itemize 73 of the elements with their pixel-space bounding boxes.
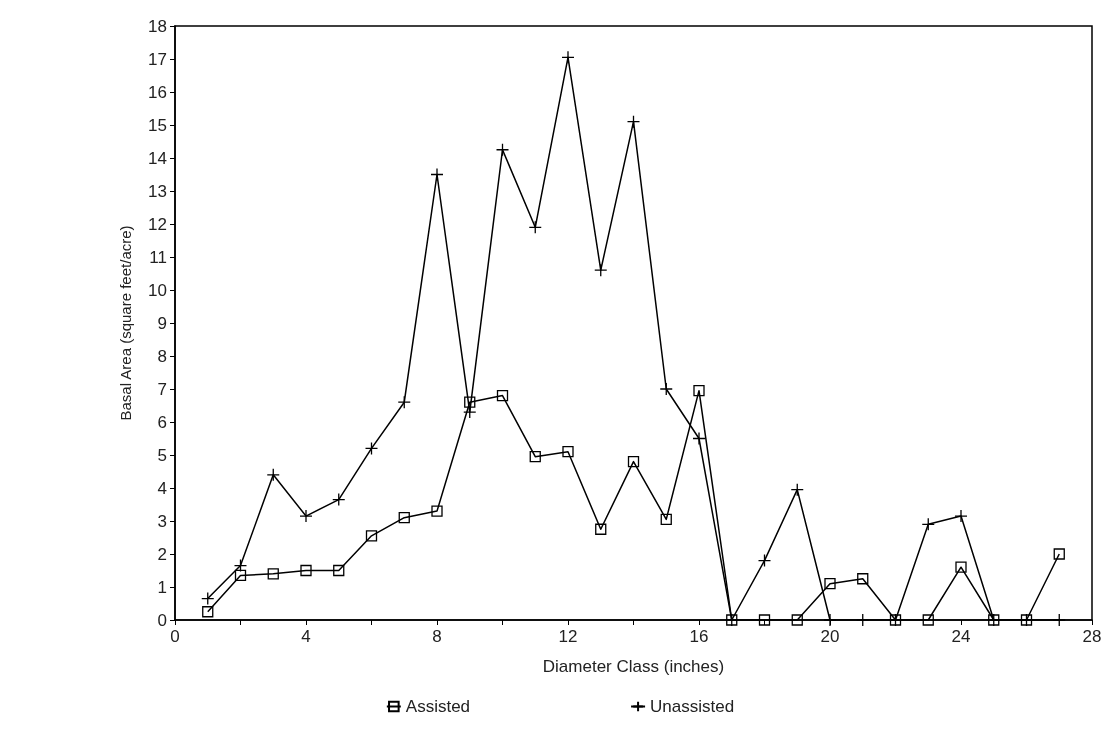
point: [332, 492, 346, 507]
y-tick-label: 17: [148, 49, 167, 69]
point: [365, 530, 378, 542]
x-tick-label: 16: [689, 627, 709, 646]
y-tick-label: 4: [157, 478, 167, 498]
y-tick-label: 11: [149, 247, 167, 267]
point: [660, 513, 672, 525]
y-tick-label: 2: [157, 544, 167, 564]
point: [364, 441, 379, 456]
point: [398, 512, 410, 524]
point: [561, 50, 575, 64]
y-tick-label: 13: [148, 181, 167, 201]
point: [562, 446, 574, 458]
point: [595, 523, 607, 535]
point: [430, 167, 444, 182]
x-tick-label: 4: [301, 627, 311, 646]
point: [1053, 548, 1065, 560]
point: [529, 451, 541, 463]
point: [955, 561, 967, 573]
x-tick-label: 20: [820, 627, 840, 646]
point: [757, 553, 772, 568]
point: [791, 614, 803, 626]
point: [921, 517, 935, 531]
point: [692, 431, 706, 446]
point: [496, 389, 509, 402]
point: [397, 395, 411, 409]
x-tick-label: 0: [170, 627, 180, 646]
x-tick-label: 28: [1082, 627, 1102, 646]
y-tick-label: 15: [148, 115, 167, 135]
point: [234, 569, 247, 582]
y-tick-label: 1: [157, 577, 167, 597]
x-tick-label: 8: [432, 627, 442, 646]
point: [201, 591, 215, 606]
point: [299, 509, 313, 523]
point: [758, 614, 771, 626]
x-tick-label: 12: [558, 627, 578, 646]
point: [528, 220, 542, 234]
point: [659, 382, 673, 396]
point: [693, 385, 705, 397]
y-tick-label: 16: [148, 82, 167, 102]
point: [266, 468, 280, 482]
legend-label: Unassisted: [650, 697, 735, 716]
y-tick-label: 5: [157, 445, 167, 465]
x-tick-label: 24: [951, 627, 971, 646]
point: [594, 263, 608, 277]
y-tick-label: 8: [157, 346, 167, 366]
y-tick-label: 14: [148, 148, 167, 168]
point: [233, 558, 248, 573]
point: [267, 568, 279, 580]
y-tick-label: 9: [157, 313, 167, 333]
point: [922, 614, 934, 626]
y-tick-label: 18: [148, 16, 167, 36]
point: [627, 455, 640, 468]
y-tick-label: 10: [148, 280, 167, 300]
point: [300, 564, 312, 577]
point: [202, 606, 214, 618]
y-tick-label: 12: [148, 214, 167, 234]
point: [954, 509, 968, 523]
point: [824, 578, 836, 590]
point: [857, 573, 869, 585]
y-tick-label: 0: [157, 610, 167, 630]
y-tick-label: 6: [157, 412, 167, 432]
x-axis-title: Diameter Class (inches): [542, 657, 725, 676]
point: [790, 483, 804, 497]
y-tick-label: 3: [157, 511, 167, 531]
point: [626, 115, 641, 129]
point: [333, 564, 345, 577]
y-axis-title: Basal Area (square feet/acre): [117, 225, 134, 421]
point: [464, 396, 476, 408]
y-tick-label: 7: [157, 379, 167, 399]
point: [495, 143, 510, 157]
point: [431, 505, 443, 517]
legend-label: Assisted: [405, 697, 471, 716]
